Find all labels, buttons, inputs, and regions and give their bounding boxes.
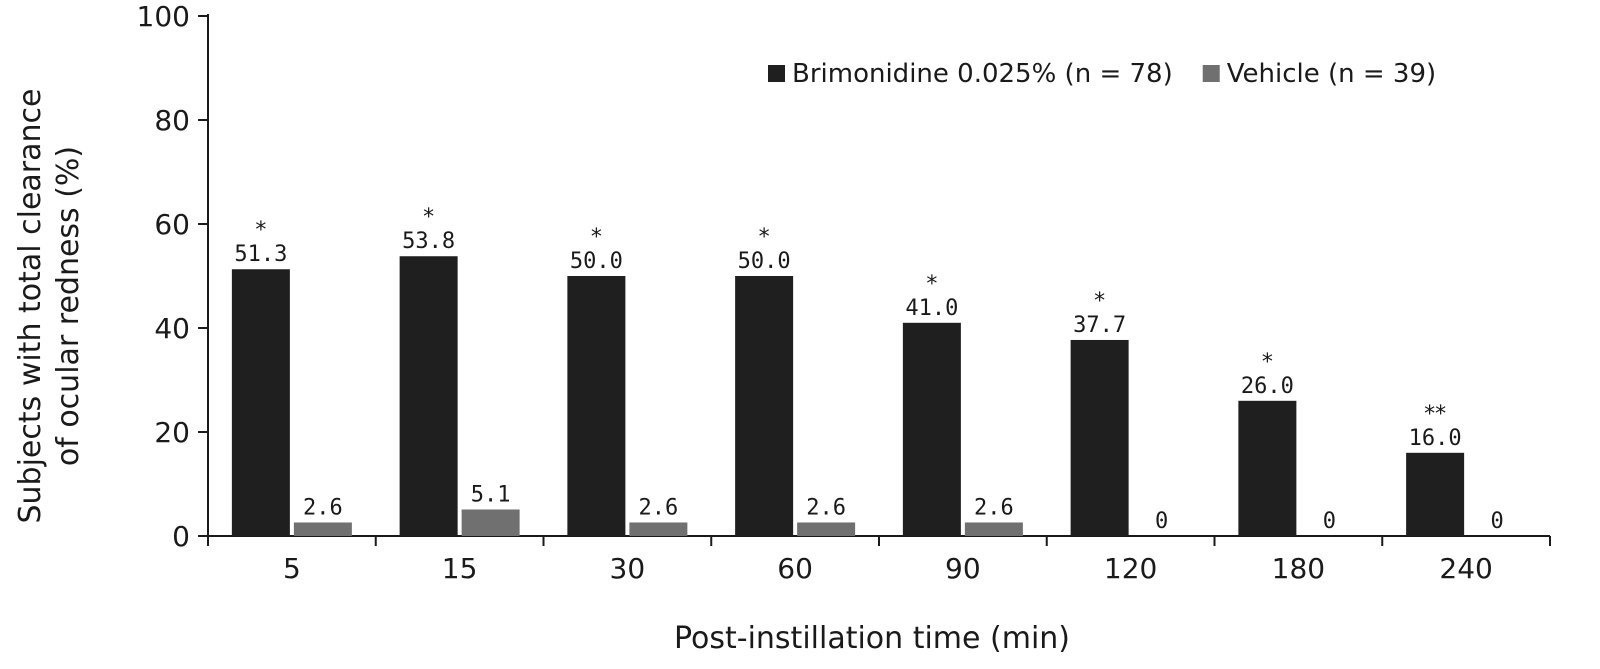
- data-label: 0: [1323, 509, 1336, 534]
- bar-brimonidine: [567, 276, 626, 536]
- y-tick-label: 20: [154, 416, 190, 449]
- legend-swatch: [1202, 65, 1220, 82]
- significance-marker: **: [1424, 402, 1446, 427]
- data-label: 37.7: [1073, 313, 1126, 338]
- x-tick-label: 30: [610, 552, 646, 585]
- bar-brimonidine: [1070, 339, 1129, 536]
- bar-vehicle: [964, 522, 1023, 536]
- significance-marker: *: [255, 218, 266, 243]
- legend-label: Brimonidine 0.025% (n = 78): [792, 59, 1173, 89]
- x-tick-label: 180: [1272, 552, 1325, 585]
- bar-vehicle: [293, 522, 352, 536]
- data-label: 5.1: [471, 482, 511, 507]
- y-axis-title: Subjects with total clearance of ocular r…: [13, 89, 86, 524]
- bar-brimonidine: [231, 269, 290, 536]
- data-label: 2.6: [303, 495, 343, 520]
- x-axis: 5 15 30 60 90 120 180 240: [207, 535, 1551, 585]
- bar-brimonidine: [1238, 400, 1297, 536]
- x-tick-label: 15: [442, 552, 478, 585]
- x-tick-label: 90: [945, 552, 981, 585]
- bar-brimonidine: [399, 256, 458, 536]
- legend-label: Vehicle (n = 39): [1227, 59, 1436, 89]
- data-label: 2.6: [639, 495, 679, 520]
- data-label: 53.8: [402, 229, 455, 254]
- data-label: 26.0: [1241, 374, 1294, 399]
- bar-brimonidine: [1406, 452, 1465, 536]
- data-label: 2.6: [974, 495, 1014, 520]
- bars: 51.3* 53.8*50.0*50.0*41.0*37.7*26.0*16.0*…: [231, 205, 1504, 536]
- bar-vehicle: [461, 509, 520, 536]
- y-tick-label: 60: [154, 208, 190, 241]
- y-tick-label: 80: [154, 104, 190, 137]
- bar-brimonidine: [735, 276, 794, 536]
- data-label: 41.0: [905, 296, 958, 321]
- data-label: 16.0: [1409, 426, 1462, 451]
- x-tick-label: 120: [1104, 552, 1157, 585]
- significance-marker: *: [1094, 289, 1105, 314]
- y-tick-label: 0: [172, 520, 190, 553]
- significance-marker: *: [759, 225, 770, 250]
- data-label: 51.3: [234, 242, 287, 267]
- y-axis-title-line: Subjects with total clearance: [13, 89, 48, 524]
- x-tick-label: 240: [1439, 552, 1492, 585]
- significance-marker: *: [926, 272, 937, 297]
- bar-brimonidine: [902, 322, 961, 536]
- x-axis-title: Post-instillation time (min): [674, 621, 1070, 656]
- data-label: 0: [1491, 509, 1504, 534]
- bar-vehicle: [797, 522, 856, 536]
- x-tick-label: 60: [777, 552, 813, 585]
- y-tick-label: 100: [137, 0, 190, 33]
- bar-vehicle: [629, 522, 688, 536]
- data-label: 50.0: [738, 249, 791, 274]
- y-axis: 0 20 40 60 80 100: [137, 0, 209, 553]
- data-label: 0: [1155, 509, 1168, 534]
- data-label: 2.6: [806, 495, 846, 520]
- x-tick-label: 5: [283, 552, 301, 585]
- legend: Brimonidine 0.025% (n = 78) Vehicle (n = …: [768, 59, 1436, 89]
- legend-swatch: [768, 65, 785, 82]
- significance-marker: *: [423, 205, 434, 230]
- y-tick-label: 40: [154, 312, 190, 345]
- y-axis-title-line: of ocular redness (%): [51, 146, 86, 466]
- data-label: 50.0: [570, 249, 623, 274]
- significance-marker: *: [1262, 350, 1273, 375]
- significance-marker: *: [591, 225, 602, 250]
